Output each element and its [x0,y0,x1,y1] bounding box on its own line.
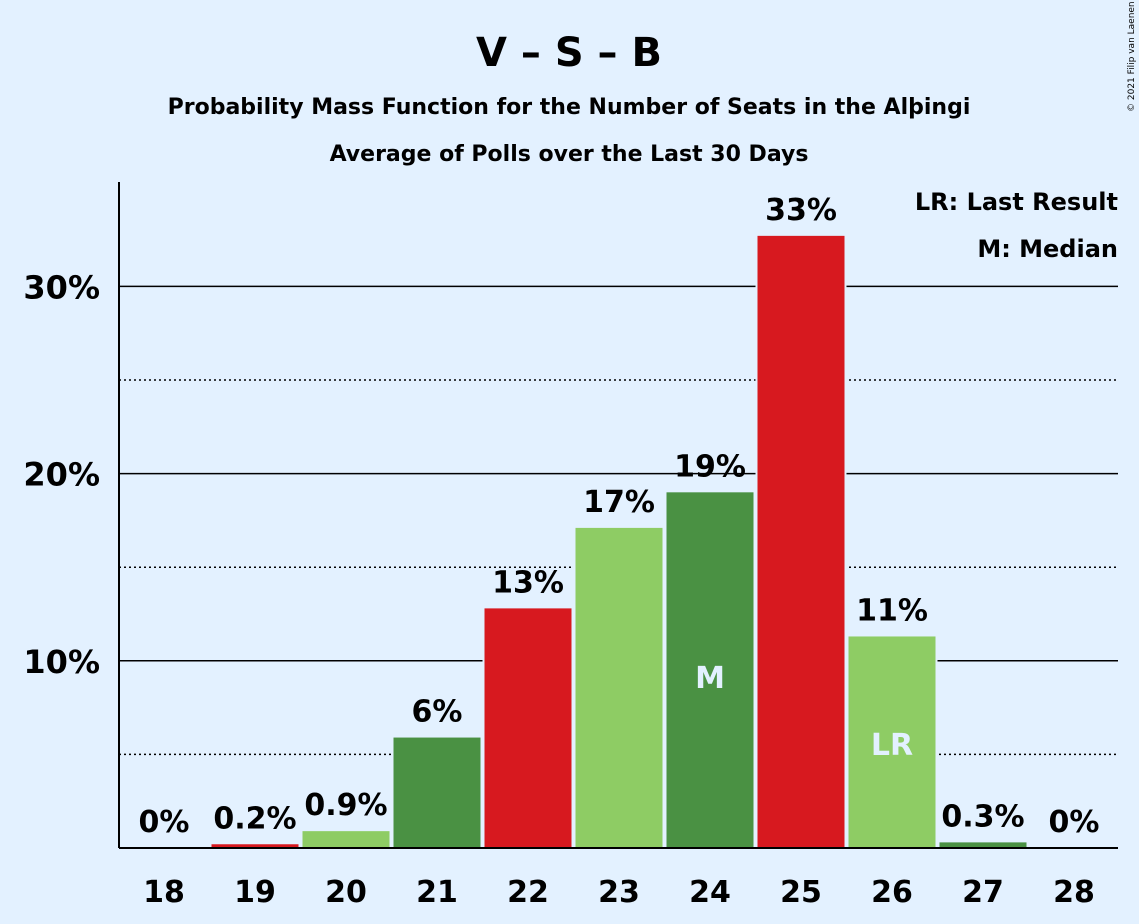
y-tick-label: 20% [23,456,100,494]
bar-markers: M LR [695,661,913,763]
data-label-seats-27: 0.3% [941,799,1024,834]
x-tick-label: 27 [962,875,1004,910]
bar-seats-26 [848,636,936,848]
x-tick-label: 23 [598,875,640,910]
data-label-seats-25: 33% [765,193,837,228]
data-label-seats-21: 6% [412,695,463,730]
legend-median: M: Median [977,235,1118,263]
median-marker: M [695,661,725,696]
x-tick-labels: 18 19 20 21 22 23 24 25 26 27 28 [143,875,1095,910]
data-label-seats-20: 0.9% [304,788,387,823]
x-tick-label: 21 [416,875,458,910]
data-label-seats-18: 0% [139,805,190,840]
bars [209,233,1029,848]
data-label-seats-26: 11% [856,593,928,628]
data-label-seats-28: 0% [1049,805,1100,840]
bar-seats-19 [211,844,299,848]
bar-seats-23 [575,527,663,848]
y-tick-label: 30% [23,268,100,306]
last-result-marker: LR [871,728,913,763]
bar-seats-22 [484,608,572,848]
y-tick-labels: 10% 20% 30% [23,268,100,680]
bar-seats-20 [302,831,390,848]
x-tick-label: 22 [507,875,549,910]
x-tick-label: 20 [325,875,367,910]
bar-seats-27 [939,842,1027,848]
bar-seats-25 [757,235,845,848]
grid-lines [119,285,1118,756]
chart-subtitle-2: Average of Polls over the Last 30 Days [330,142,809,167]
copyright-notice: © 2021 Filip van Laenen [1127,1,1137,112]
bar-seats-24 [666,492,754,848]
x-tick-label: 18 [143,875,185,910]
x-tick-label: 28 [1053,875,1095,910]
legend-background [915,180,1123,272]
x-tick-label: 26 [871,875,913,910]
y-tick-label: 10% [23,643,100,681]
x-tick-label: 24 [689,875,731,910]
bar-seats-21 [393,737,481,848]
x-tick-label: 19 [234,875,276,910]
chart-title: V – S – B [476,30,662,76]
data-labels: 0% 0.2% 0.9% 6% 13% 17% 19% 33% 11% 0.3% 0% [139,193,1100,840]
chart-subtitle: Probability Mass Function for the Number… [168,95,971,120]
data-label-seats-22: 13% [492,565,564,600]
legend-last-result: LR: Last Result [915,188,1118,216]
data-label-seats-24: 19% [674,449,746,484]
data-label-seats-19: 0.2% [213,801,296,836]
x-tick-label: 25 [780,875,822,910]
data-label-seats-23: 17% [583,485,655,520]
